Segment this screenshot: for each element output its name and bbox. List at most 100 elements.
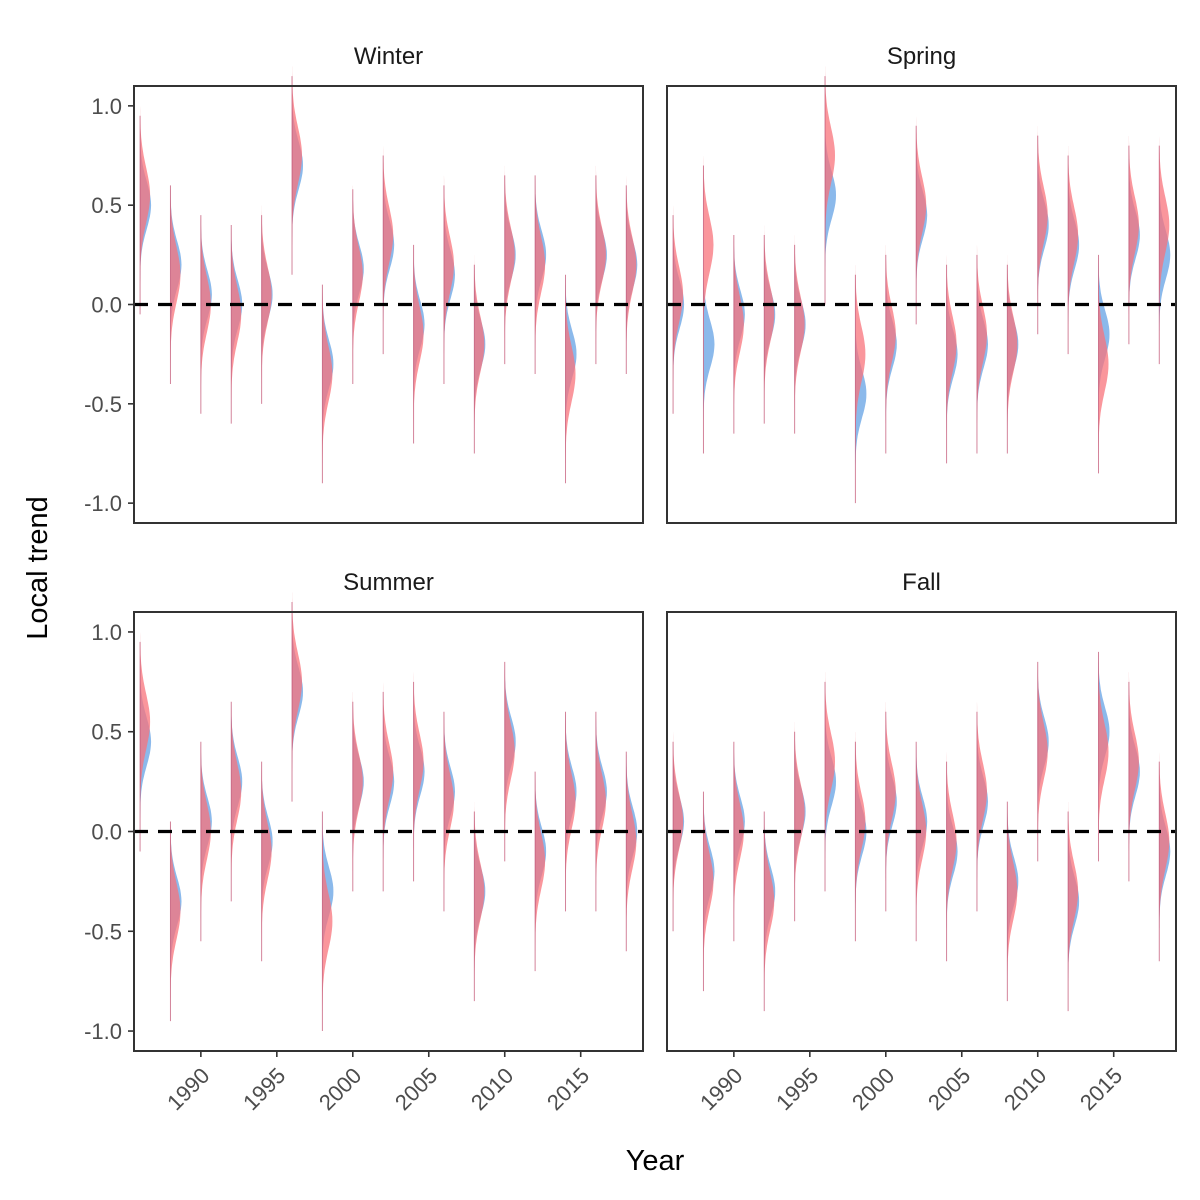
y-tick-label: -0.5: [84, 919, 122, 944]
panel-fall: Fall 1990 1995 2000 2005 2010 2015: [666, 569, 1177, 1115]
violin-red: [673, 205, 684, 384]
violin-red: [794, 722, 805, 901]
panel-title: Summer: [343, 569, 434, 596]
violin-red: [764, 811, 775, 991]
violin-red: [322, 285, 333, 464]
x-tick-label: 1995: [771, 1063, 823, 1115]
violin-red: [261, 205, 272, 384]
violin-red: [1007, 801, 1018, 981]
violin-red: [976, 245, 987, 424]
violin-red: [504, 165, 515, 344]
panel-winter: Winter -1.0 -0.5 0.0 0.5 1.0: [84, 43, 644, 524]
violin-red: [535, 772, 546, 951]
y-tick-label: 1.0: [91, 94, 122, 119]
violin-red: [946, 752, 957, 931]
violin-red: [626, 175, 637, 354]
violin-red: [535, 175, 546, 354]
violin-red: [140, 632, 151, 812]
violin-red: [946, 255, 957, 434]
y-tick-label: 0.0: [91, 820, 122, 845]
violin-red: [170, 821, 181, 1001]
violin-red: [413, 245, 424, 424]
violin-red: [443, 712, 454, 891]
violin-red: [322, 831, 333, 1011]
violin-red: [383, 145, 394, 324]
violin-red: [885, 702, 896, 881]
violin-red: [565, 712, 576, 891]
violin-red: [764, 225, 775, 404]
violin-red: [200, 742, 211, 921]
x-tick-label: 1995: [238, 1063, 290, 1115]
violin-red: [292, 592, 302, 772]
violin-red: [703, 155, 714, 334]
violin-red: [1037, 662, 1048, 842]
violin-red: [504, 662, 515, 842]
violin-blue: [703, 267, 715, 421]
violin-red: [1007, 255, 1018, 434]
violin-red: [703, 791, 714, 971]
x-tick-label: 2010: [466, 1063, 518, 1115]
violin-red: [1159, 136, 1170, 315]
x-tick-label: 1990: [695, 1063, 747, 1115]
x-tick-label: 2000: [314, 1063, 366, 1115]
violin-red: [565, 285, 576, 464]
violin-red: [1068, 145, 1079, 324]
x-tick-label: 2005: [390, 1063, 442, 1115]
violin-red: [673, 732, 684, 911]
violin-red: [1098, 662, 1109, 842]
panel-summer: Summer -1.0 -0.5 0.0 0.5 1.0 1990 1995 2000 2005 2…: [84, 569, 644, 1115]
violin-red: [885, 245, 896, 424]
violin-red: [200, 215, 211, 394]
x-axis-title: Year: [626, 1145, 685, 1177]
violin-red: [474, 801, 485, 981]
violin-red: [976, 702, 987, 881]
x-tick-label: 2005: [923, 1063, 975, 1115]
y-tick-label: 0.5: [91, 720, 122, 745]
violin-red: [855, 265, 866, 444]
x-tick-label: 2000: [847, 1063, 899, 1115]
panel-border: [666, 85, 1177, 524]
violin-red: [1128, 136, 1139, 315]
y-tick-label: 0.0: [91, 293, 122, 318]
violin-red: [855, 732, 866, 911]
x-tick-label: 2010: [999, 1063, 1051, 1115]
panel-spring: Spring: [666, 43, 1177, 524]
y-tick-label: 1.0: [91, 620, 122, 645]
violin-red: [733, 235, 744, 414]
violin-red: [170, 185, 181, 364]
panel-title: Spring: [887, 43, 956, 70]
violin-red: [916, 116, 927, 295]
violin-red: [292, 66, 302, 245]
y-tick-label: -1.0: [84, 491, 122, 516]
violin-red: [626, 752, 637, 931]
violin-red: [383, 682, 394, 862]
violin-red: [595, 712, 606, 891]
x-tick-label: 1990: [162, 1063, 214, 1115]
x-tick-label: 2015: [1075, 1063, 1127, 1115]
violin-red: [352, 185, 363, 364]
violin-red: [1128, 672, 1139, 852]
violin-red: [261, 762, 272, 941]
panels-group: Winter -1.0 -0.5 0.0 0.5 1.0 Spring Summer -1.0 -…: [84, 43, 1177, 1115]
violin-red: [474, 255, 485, 434]
violin-red: [413, 672, 424, 852]
panel-title: Fall: [902, 569, 941, 596]
violin-red: [231, 702, 242, 881]
y-tick-label: -1.0: [84, 1019, 122, 1044]
y-tick-label: 0.5: [91, 193, 122, 218]
violin-red: [1159, 752, 1170, 931]
y-tick-label: -0.5: [84, 392, 122, 417]
violin-red: [231, 225, 242, 404]
violin-red: [1098, 275, 1109, 454]
violin-red: [595, 165, 606, 344]
violin-red: [825, 66, 835, 245]
violin-red: [733, 742, 744, 921]
violin-red: [825, 672, 835, 852]
x-tick-label: 2015: [542, 1063, 594, 1115]
violin-red: [1037, 126, 1048, 305]
violin-red: [140, 106, 151, 285]
violin-red: [1068, 801, 1079, 981]
panel-border: [666, 611, 1177, 1052]
y-axis-title: Local trend: [22, 496, 54, 640]
